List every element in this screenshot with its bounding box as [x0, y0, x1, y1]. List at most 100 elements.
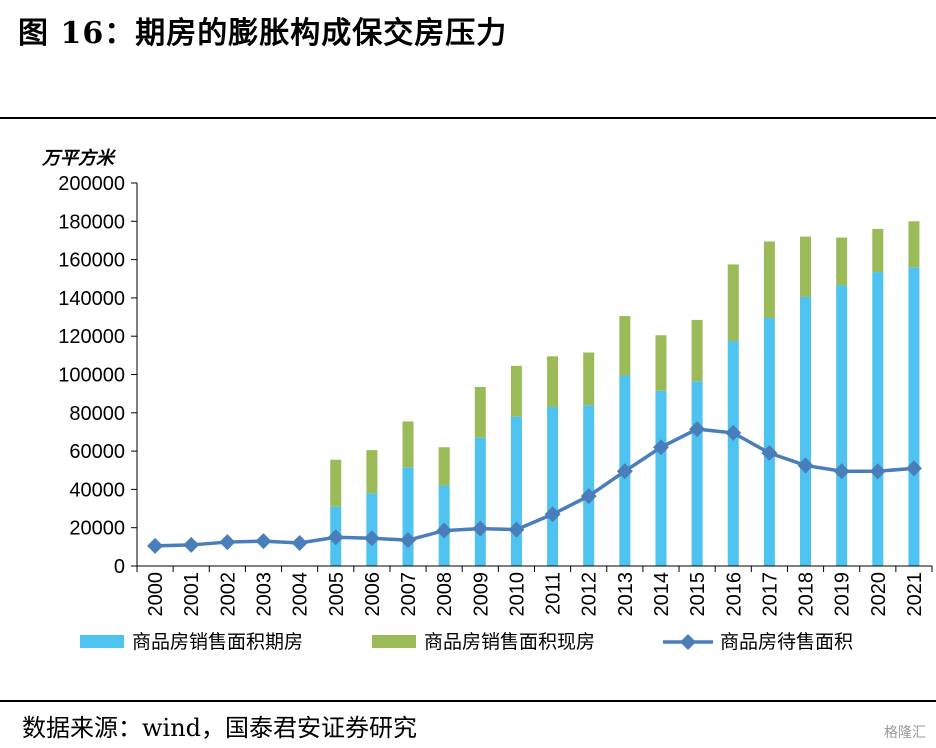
bar-existing: [510, 365, 522, 417]
bar-futures: [727, 340, 739, 566]
bar-futures: [691, 381, 703, 566]
point-inventory: [869, 463, 886, 480]
bar-futures: [547, 407, 559, 566]
bar-existing: [727, 264, 739, 341]
x-tick-label: 2012: [579, 572, 601, 617]
x-tick-label: 2002: [217, 572, 239, 617]
bar-existing: [438, 447, 450, 486]
bar-existing: [872, 228, 884, 273]
point-inventory: [725, 424, 742, 441]
y-tick-label: 40000: [69, 479, 125, 501]
point-inventory: [183, 536, 200, 553]
point-inventory: [833, 463, 850, 480]
legend-label-futures: 商品房销售面积期房: [132, 631, 303, 653]
y-tick-label: 160000: [58, 250, 125, 272]
point-inventory: [689, 421, 706, 438]
x-tick-label: 2019: [832, 572, 854, 617]
legend-swatch-inventory-marker: [680, 634, 696, 650]
bar-futures: [836, 285, 848, 566]
x-tick-label: 2005: [326, 572, 348, 617]
bar-futures: [510, 416, 522, 566]
bar-existing: [547, 356, 559, 408]
x-tick-label: 2018: [796, 572, 818, 617]
bar-futures: [908, 267, 920, 566]
bar-existing: [330, 459, 342, 507]
bar-existing: [474, 386, 486, 438]
point-inventory: [147, 537, 164, 554]
chart: 万平方米 0 20000 40000 60000 80000 100000 120000 140…: [41, 148, 933, 653]
x-tick-label: 2001: [181, 572, 203, 617]
legend-swatch-futures: [80, 635, 124, 648]
x-tick-label: 2020: [868, 572, 890, 617]
bar-existing: [800, 236, 812, 297]
point-inventory: [652, 439, 669, 456]
x-tick-label: 2014: [651, 572, 673, 617]
bar-futures: [655, 390, 667, 566]
bar-futures: [800, 296, 812, 566]
bar-existing: [691, 319, 703, 382]
bar-futures: [583, 405, 595, 566]
point-inventory: [544, 506, 561, 523]
x-tick-label: 2004: [290, 572, 312, 617]
y-tick-label: 0: [114, 556, 125, 578]
x-tick-label: 2016: [723, 572, 745, 617]
point-inventory: [797, 457, 814, 474]
point-inventory: [436, 522, 453, 539]
bar-existing: [583, 352, 595, 406]
y-tick-label: 120000: [58, 326, 125, 348]
point-inventory: [905, 460, 922, 477]
point-inventory: [472, 520, 489, 537]
point-inventory: [219, 534, 236, 551]
x-tick-label: 2007: [398, 572, 420, 617]
x-tick-label: 2000: [145, 572, 167, 617]
bar-existing: [836, 237, 848, 286]
legend-label-existing: 商品房销售面积现房: [424, 631, 595, 653]
y-tick-label: 20000: [69, 518, 125, 540]
y-unit-label: 万平方米: [41, 148, 117, 169]
bar-futures: [872, 272, 884, 566]
bar-existing: [402, 421, 414, 468]
x-tick-label: 2008: [434, 572, 456, 617]
y-tick-label: 100000: [58, 365, 125, 387]
x-tick-label: 2015: [687, 572, 709, 617]
bar-existing: [655, 335, 667, 391]
watermark: 格隆汇: [884, 725, 926, 741]
line-inventory: [155, 427, 915, 548]
source-note: 数据来源：wind，国泰君安证券研究: [22, 714, 418, 742]
point-inventory: [400, 532, 417, 549]
bar-existing: [366, 450, 378, 494]
y-tick-label: 180000: [58, 211, 125, 233]
point-inventory: [508, 521, 525, 538]
point-inventory: [761, 445, 778, 462]
x-tick-label: 2017: [759, 572, 781, 617]
bar-existing: [763, 241, 775, 319]
point-inventory: [616, 463, 633, 480]
bar-futures: [474, 437, 486, 566]
x-tick-label: 2003: [253, 572, 275, 617]
y-tick-label: 60000: [69, 441, 125, 463]
x-tick-label: 2013: [615, 572, 637, 617]
bar-existing: [619, 316, 631, 376]
point-inventory: [363, 530, 380, 547]
point-inventory: [580, 488, 597, 505]
point-inventory: [327, 529, 344, 546]
y-tick-label: 140000: [58, 288, 125, 310]
legend-label-inventory: 商品房待售面积: [720, 631, 853, 653]
point-inventory: [291, 535, 308, 552]
y-tick-label: 200000: [58, 173, 125, 195]
bar-existing: [908, 221, 920, 268]
bar-futures: [366, 493, 378, 566]
x-tick-label: 2011: [543, 572, 565, 615]
top-rule: [0, 117, 936, 119]
y-tick-label: 80000: [69, 403, 125, 425]
x-tick-label: 2009: [470, 572, 492, 617]
bar-futures: [402, 467, 414, 566]
legend-swatch-existing: [372, 635, 416, 648]
point-inventory: [255, 533, 272, 550]
x-tick-label: 2010: [506, 572, 528, 617]
bar-futures: [763, 318, 775, 566]
x-tick-label: 2006: [362, 572, 384, 617]
bottom-rule: [0, 700, 936, 702]
x-tick-label: 2021: [904, 572, 926, 617]
figure-title: 图 16：期房的膨胀构成保交房压力: [18, 16, 508, 51]
